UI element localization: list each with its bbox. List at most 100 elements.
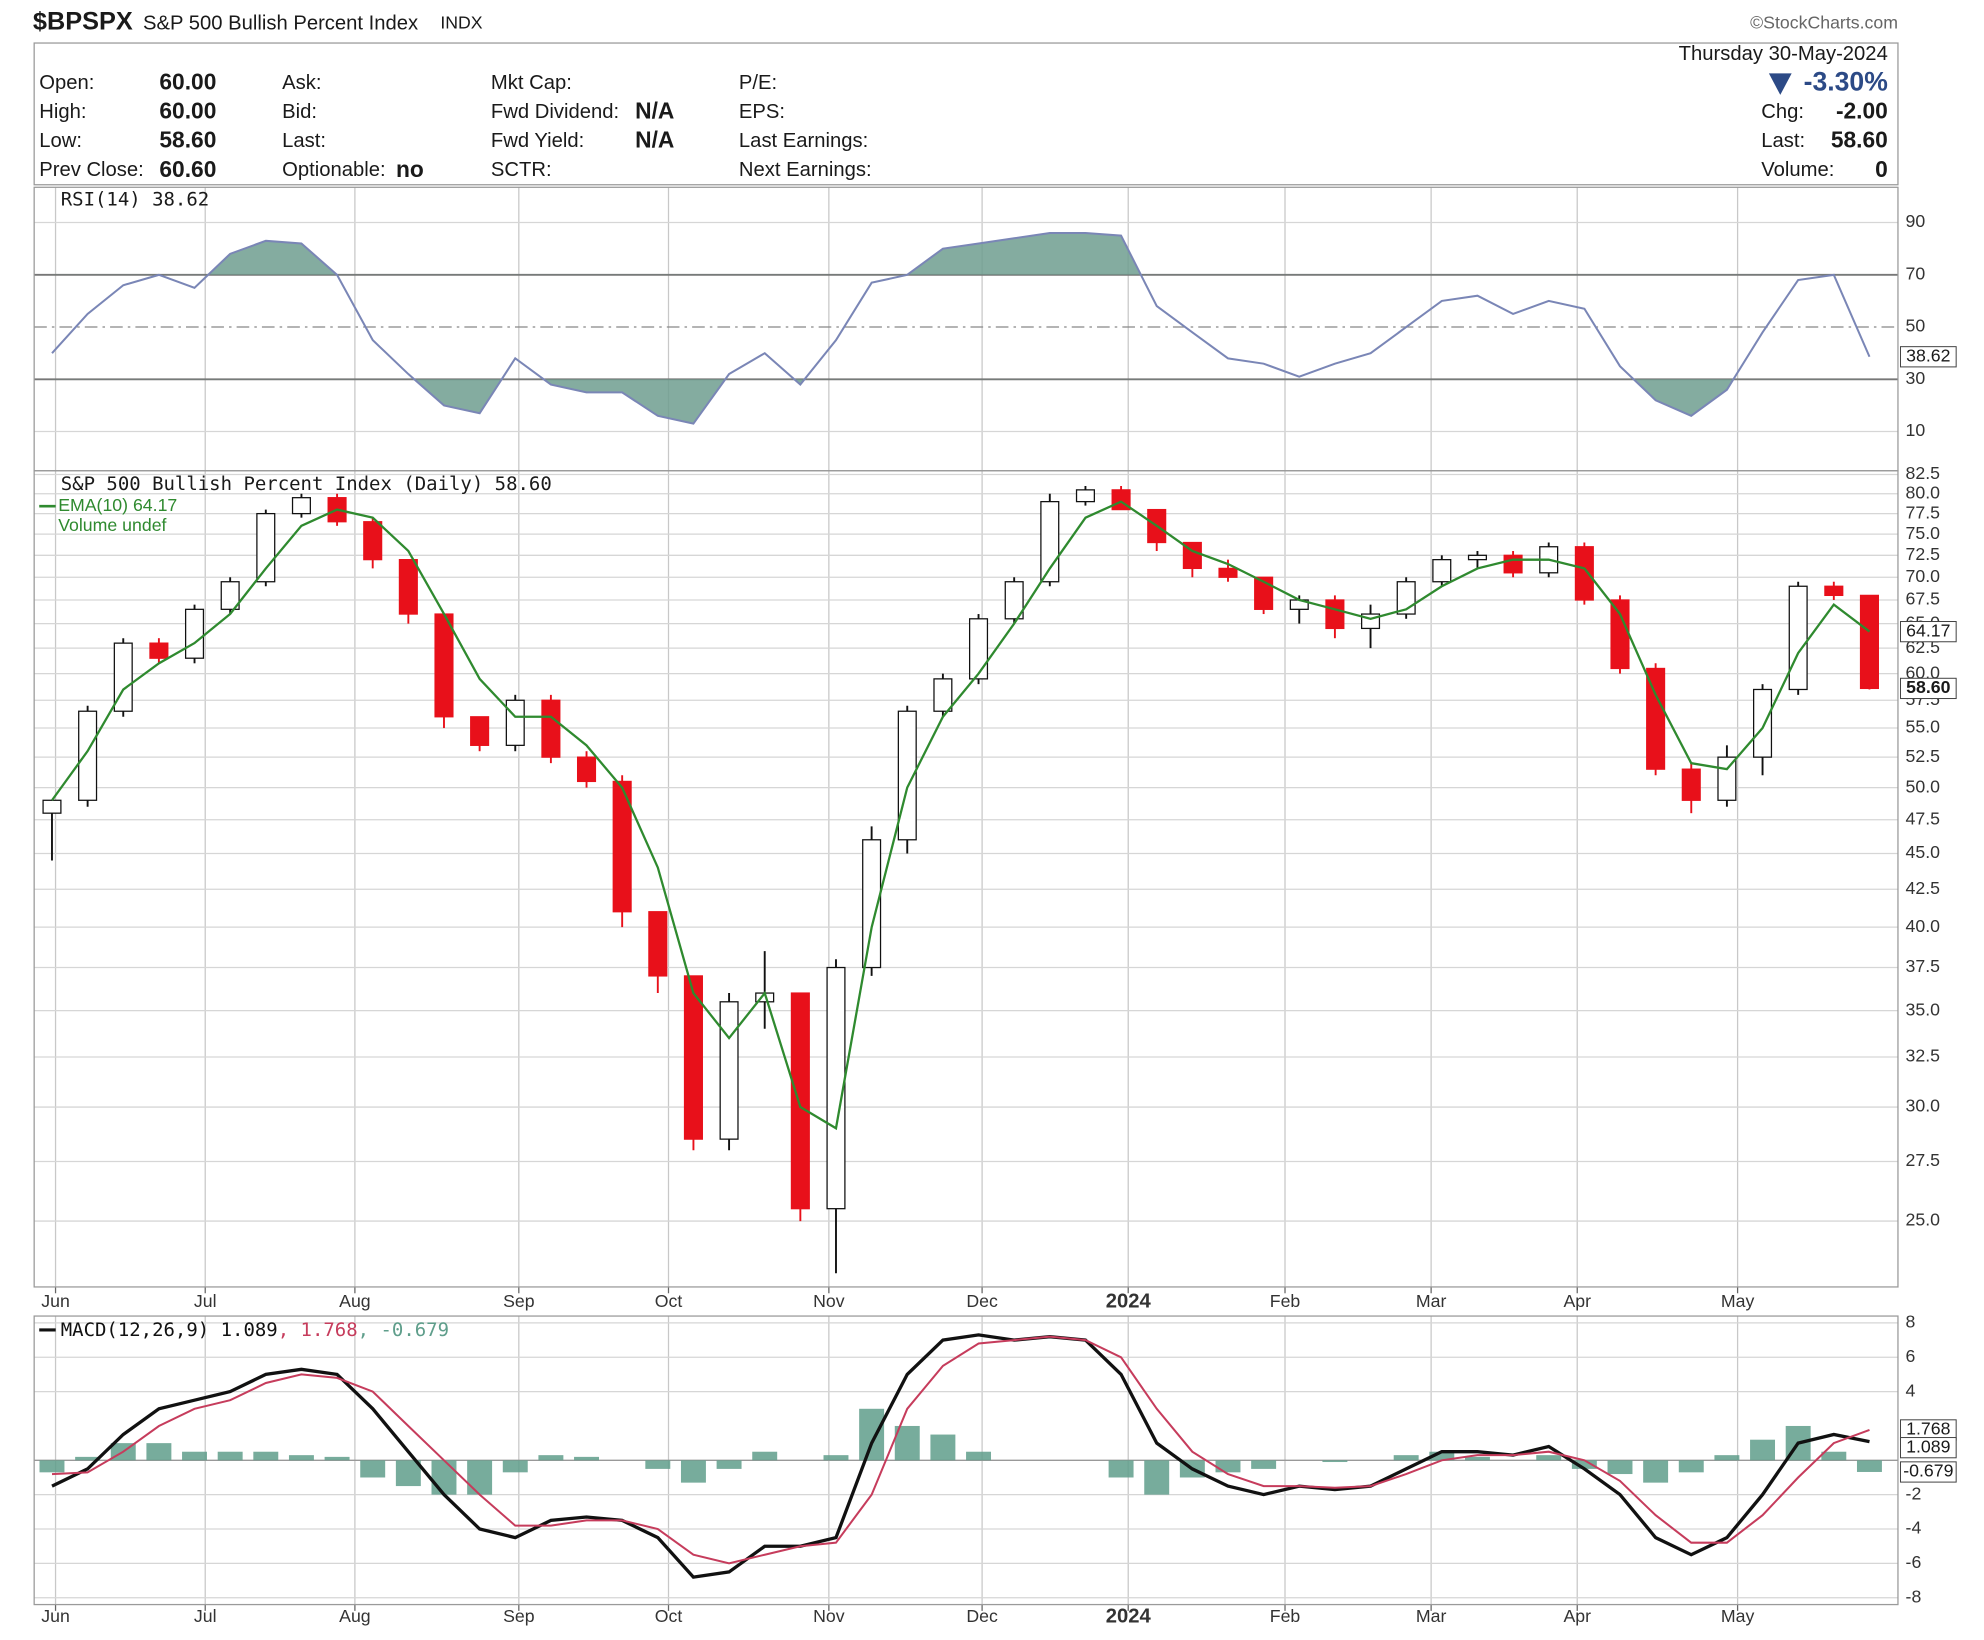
candle-body — [113, 642, 133, 712]
quote-label: Volume: — [1761, 159, 1834, 181]
candle-body — [1254, 576, 1274, 610]
candle-body — [1075, 489, 1095, 503]
field-label: P/E: — [739, 72, 777, 94]
x-tick-label: Nov — [813, 1291, 845, 1311]
field-label: Last Earnings: — [739, 130, 868, 152]
histogram-bar — [680, 1460, 706, 1483]
value-flag-label: 64.17 — [1906, 620, 1950, 640]
candle-body — [1646, 667, 1666, 770]
macd-frame — [33, 1315, 1899, 1606]
y-tick-label: 40.0 — [1906, 916, 1941, 936]
y-tick-label: 47.5 — [1906, 808, 1941, 828]
y-tick-label: 70 — [1906, 263, 1926, 283]
rsi-overbought-fill — [51, 232, 1870, 275]
source: ©StockCharts.com — [1750, 13, 1898, 33]
x-tick-label: Feb — [1270, 1291, 1301, 1311]
candle-body — [1824, 585, 1844, 597]
x-tick-label: Sep — [503, 1291, 535, 1311]
candle-body — [42, 799, 62, 814]
field-label: High: — [39, 101, 86, 123]
rsi-line — [51, 231, 1871, 425]
histogram-bar — [395, 1460, 421, 1487]
histogram-bar — [324, 1456, 350, 1461]
field-label: Fwd Yield: — [491, 130, 584, 152]
y-tick-label: 37.5 — [1906, 956, 1941, 976]
histogram-bar — [288, 1455, 314, 1461]
value-flag-label: 1.089 — [1906, 1436, 1950, 1456]
histogram-bar — [966, 1451, 992, 1461]
x-tick-label: Jun — [41, 1291, 70, 1311]
x-tick-label: May — [1721, 1606, 1755, 1626]
histogram-bar — [1821, 1451, 1847, 1461]
value-flag-label: -0.679 — [1903, 1461, 1953, 1481]
y-tick-label: 52.5 — [1906, 746, 1941, 766]
field-label: Next Earnings: — [739, 159, 872, 181]
candle-body — [149, 642, 169, 659]
y-tick-label: 8 — [1906, 1312, 1916, 1332]
x-tick-label: Aug — [339, 1606, 370, 1626]
rsi-oversold-fill — [51, 379, 1870, 424]
y-tick-label: 55.0 — [1906, 717, 1941, 737]
field-value: 60.00 — [159, 69, 216, 95]
y-tick-label: -8 — [1906, 1586, 1922, 1606]
exchange: INDX — [440, 13, 482, 33]
histogram-bar — [859, 1408, 885, 1461]
candle-body — [648, 911, 668, 977]
histogram-bar — [930, 1434, 956, 1461]
histogram-bar — [1536, 1455, 1562, 1461]
value-flag — [1899, 1437, 1957, 1459]
candle-body — [576, 756, 597, 783]
macd-line — [51, 1333, 1870, 1579]
quote-label: Chg: — [1761, 101, 1804, 123]
histogram-bar — [1215, 1460, 1241, 1473]
histogram-bar — [1393, 1455, 1419, 1461]
y-tick-label: 30.0 — [1906, 1096, 1941, 1116]
value-flag-label: 38.62 — [1906, 345, 1950, 365]
histogram-bar — [823, 1455, 849, 1461]
macd-legend-entry: , 1.768 — [278, 1318, 358, 1340]
candle-body — [862, 839, 882, 969]
y-tick-label: 67.5 — [1906, 589, 1941, 609]
candle-body — [1788, 585, 1808, 691]
y-tick-label: 50 — [1906, 316, 1926, 336]
x-tick-label: 2024 — [1106, 1290, 1152, 1312]
histogram-bar — [574, 1456, 600, 1461]
candle-body — [1004, 581, 1024, 620]
candle-body — [398, 559, 418, 615]
y-tick-label: -6 — [1906, 1552, 1922, 1572]
histogram-bar — [146, 1443, 172, 1461]
panels: 90 70 50 30 10 RSI(14) 38.62 38.62 Jun Jul Aug Sep… — [34, 187, 1957, 1628]
histogram-bar — [1429, 1451, 1455, 1461]
y-tick-label: 4 — [1906, 1380, 1916, 1400]
histogram-bar — [1571, 1460, 1597, 1469]
x-tick-label: Mar — [1416, 1291, 1447, 1311]
candle-body — [683, 975, 703, 1140]
y-tick-label: 25.0 — [1906, 1210, 1941, 1230]
x-tick-label: Mar — [1416, 1606, 1447, 1626]
y-tick-label: 90 — [1906, 211, 1926, 231]
x-tick-label: Nov — [813, 1606, 845, 1626]
y-tick-label: 77.5 — [1906, 502, 1941, 522]
histogram-bar — [1464, 1456, 1490, 1461]
x-tick-label: Jun — [41, 1606, 70, 1626]
y-tick-label: 45.0 — [1906, 842, 1941, 862]
histogram-bar — [431, 1460, 457, 1495]
candle-body — [612, 780, 632, 913]
symbol: $BPSPX — [33, 7, 133, 35]
y-tick-label: 80.0 — [1906, 482, 1941, 502]
macd-line — [51, 1335, 1870, 1565]
candle-body — [184, 608, 205, 659]
candle-body — [1467, 554, 1487, 561]
price-frame — [33, 470, 1899, 1288]
field-value: N/A — [635, 127, 674, 153]
field-value: N/A — [635, 98, 674, 124]
candle-body — [1752, 688, 1773, 758]
field-label: Low: — [39, 130, 82, 152]
y-tick-label: -4 — [1906, 1518, 1922, 1538]
y-tick-label: 6 — [1906, 1346, 1916, 1366]
x-tick-label: Apr — [1563, 1291, 1591, 1311]
x-tick-label: Oct — [655, 1291, 683, 1311]
candle-body — [291, 497, 311, 515]
x-tick-label: Jul — [194, 1291, 217, 1311]
